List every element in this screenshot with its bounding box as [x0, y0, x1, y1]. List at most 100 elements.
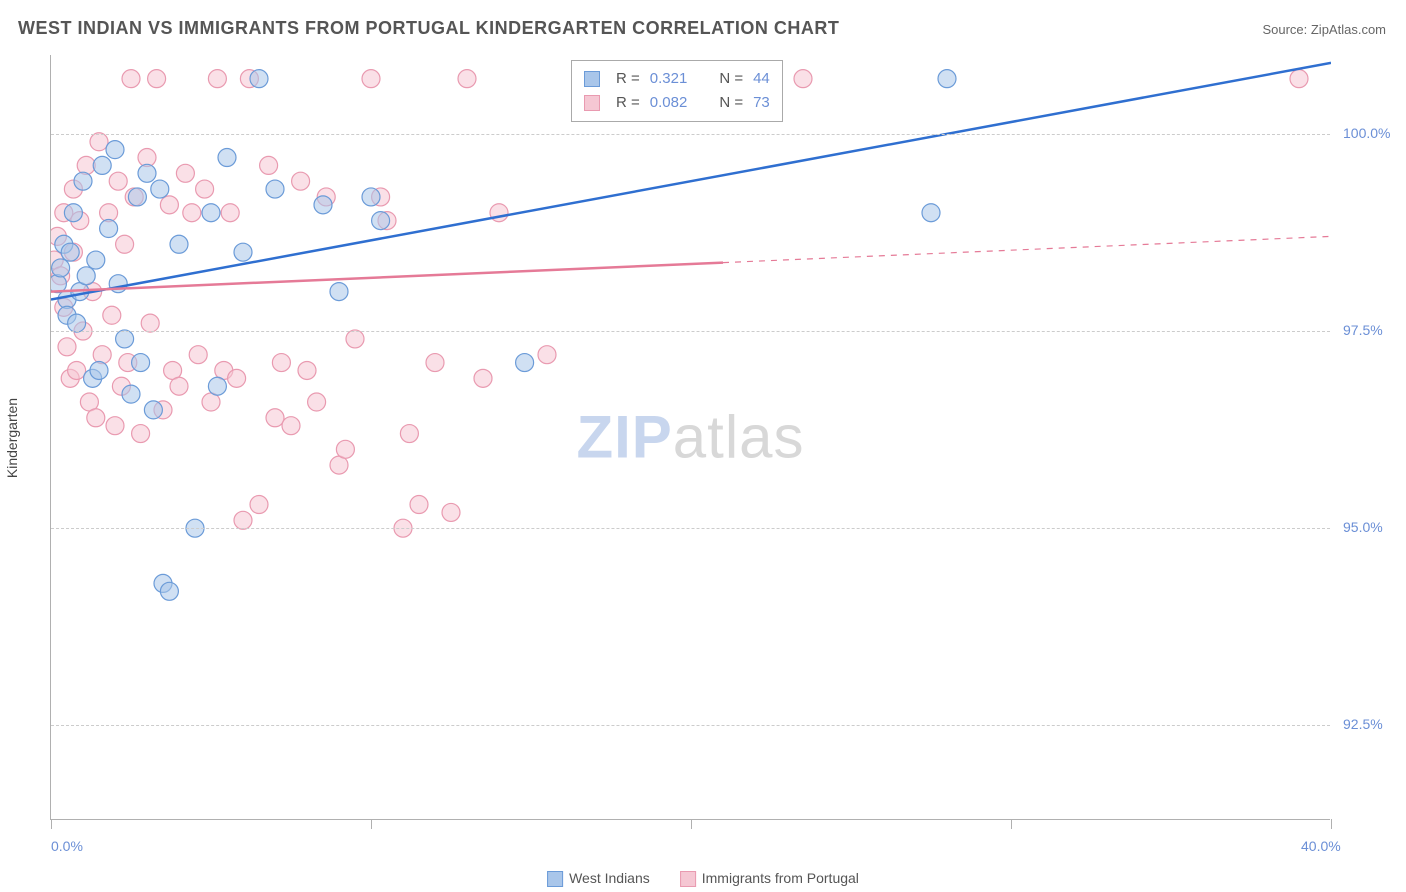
plot-area: ZIPatlas R = 0.321N = 44R = 0.082N = 73 …	[50, 55, 1330, 820]
data-point	[250, 496, 268, 514]
data-point	[794, 70, 812, 88]
data-point	[362, 188, 380, 206]
x-tick	[1011, 819, 1012, 829]
r-value: 0.321	[650, 67, 688, 91]
x-tick-label: 40.0%	[1301, 838, 1341, 854]
data-point	[132, 354, 150, 372]
data-point	[250, 70, 268, 88]
data-point	[58, 338, 76, 356]
data-point	[74, 172, 92, 190]
series-swatch	[584, 95, 600, 111]
data-point	[87, 251, 105, 269]
data-point	[218, 149, 236, 167]
chart-svg	[51, 55, 1331, 820]
gridline	[51, 725, 1330, 726]
data-point	[922, 204, 940, 222]
data-point	[68, 314, 86, 332]
data-point	[272, 354, 290, 372]
data-point	[93, 346, 111, 364]
data-point	[176, 164, 194, 182]
r-label: R =	[616, 67, 640, 91]
data-point	[266, 409, 284, 427]
data-point	[116, 235, 134, 253]
bottom-legend: West Indians Immigrants from Portugal	[547, 870, 859, 887]
stats-row: R = 0.321 N = 44	[584, 67, 770, 91]
data-point	[160, 582, 178, 600]
data-point	[183, 204, 201, 222]
r-label: R =	[616, 91, 640, 115]
x-tick-label: 0.0%	[51, 838, 83, 854]
data-point	[151, 180, 169, 198]
data-point	[90, 133, 108, 151]
chart-title: WEST INDIAN VS IMMIGRANTS FROM PORTUGAL …	[18, 18, 839, 39]
data-point	[100, 220, 118, 238]
n-value: 44	[753, 67, 770, 91]
data-point	[122, 385, 140, 403]
trend-line-dashed	[723, 236, 1331, 262]
r-value: 0.082	[650, 91, 688, 115]
data-point	[148, 70, 166, 88]
legend-item: West Indians	[547, 870, 650, 887]
data-point	[426, 354, 444, 372]
data-point	[106, 141, 124, 159]
data-point	[103, 306, 121, 324]
data-point	[538, 346, 556, 364]
n-value: 73	[753, 91, 770, 115]
y-tick-label: 92.5%	[1343, 716, 1383, 732]
stats-legend-box: R = 0.321 N = 44 R = 0.082 N = 73	[571, 60, 783, 122]
data-point	[228, 369, 246, 387]
data-point	[64, 204, 82, 222]
data-point	[128, 188, 146, 206]
data-point	[442, 503, 460, 521]
data-point	[116, 330, 134, 348]
source-attribution: Source: ZipAtlas.com	[1262, 22, 1386, 37]
plot-container: Kindergarten ZIPatlas R = 0.321N = 44R =…	[50, 55, 1330, 820]
y-tick-label: 97.5%	[1343, 322, 1383, 338]
x-tick	[691, 819, 692, 829]
data-point	[410, 496, 428, 514]
data-point	[189, 346, 207, 364]
data-point	[372, 212, 390, 230]
data-point	[141, 314, 159, 332]
gridline	[51, 528, 1330, 529]
data-point	[308, 393, 326, 411]
data-point	[458, 70, 476, 88]
n-label: N =	[719, 91, 743, 115]
y-tick-label: 100.0%	[1343, 125, 1390, 141]
data-point	[160, 196, 178, 214]
data-point	[208, 377, 226, 395]
y-tick-label: 95.0%	[1343, 519, 1383, 535]
x-tick	[1331, 819, 1332, 829]
data-point	[282, 417, 300, 435]
legend-label: West Indians	[569, 870, 650, 886]
data-point	[298, 361, 316, 379]
n-label: N =	[719, 67, 743, 91]
data-point	[330, 283, 348, 301]
data-point	[400, 425, 418, 443]
data-point	[346, 330, 364, 348]
data-point	[260, 156, 278, 174]
data-point	[474, 369, 492, 387]
data-point	[52, 259, 70, 277]
data-point	[314, 196, 332, 214]
data-point	[170, 235, 188, 253]
series-swatch	[584, 71, 600, 87]
data-point	[196, 180, 214, 198]
data-point	[77, 267, 95, 285]
data-point	[208, 70, 226, 88]
data-point	[938, 70, 956, 88]
data-point	[1290, 70, 1308, 88]
data-point	[362, 70, 380, 88]
data-point	[106, 417, 124, 435]
trend-line-solid	[51, 263, 723, 292]
x-tick	[51, 819, 52, 829]
gridline	[51, 134, 1330, 135]
data-point	[122, 70, 140, 88]
data-point	[336, 440, 354, 458]
legend-label: Immigrants from Portugal	[702, 870, 859, 886]
legend-swatch	[680, 871, 696, 887]
data-point	[68, 361, 86, 379]
data-point	[292, 172, 310, 190]
gridline	[51, 331, 1330, 332]
data-point	[234, 511, 252, 529]
